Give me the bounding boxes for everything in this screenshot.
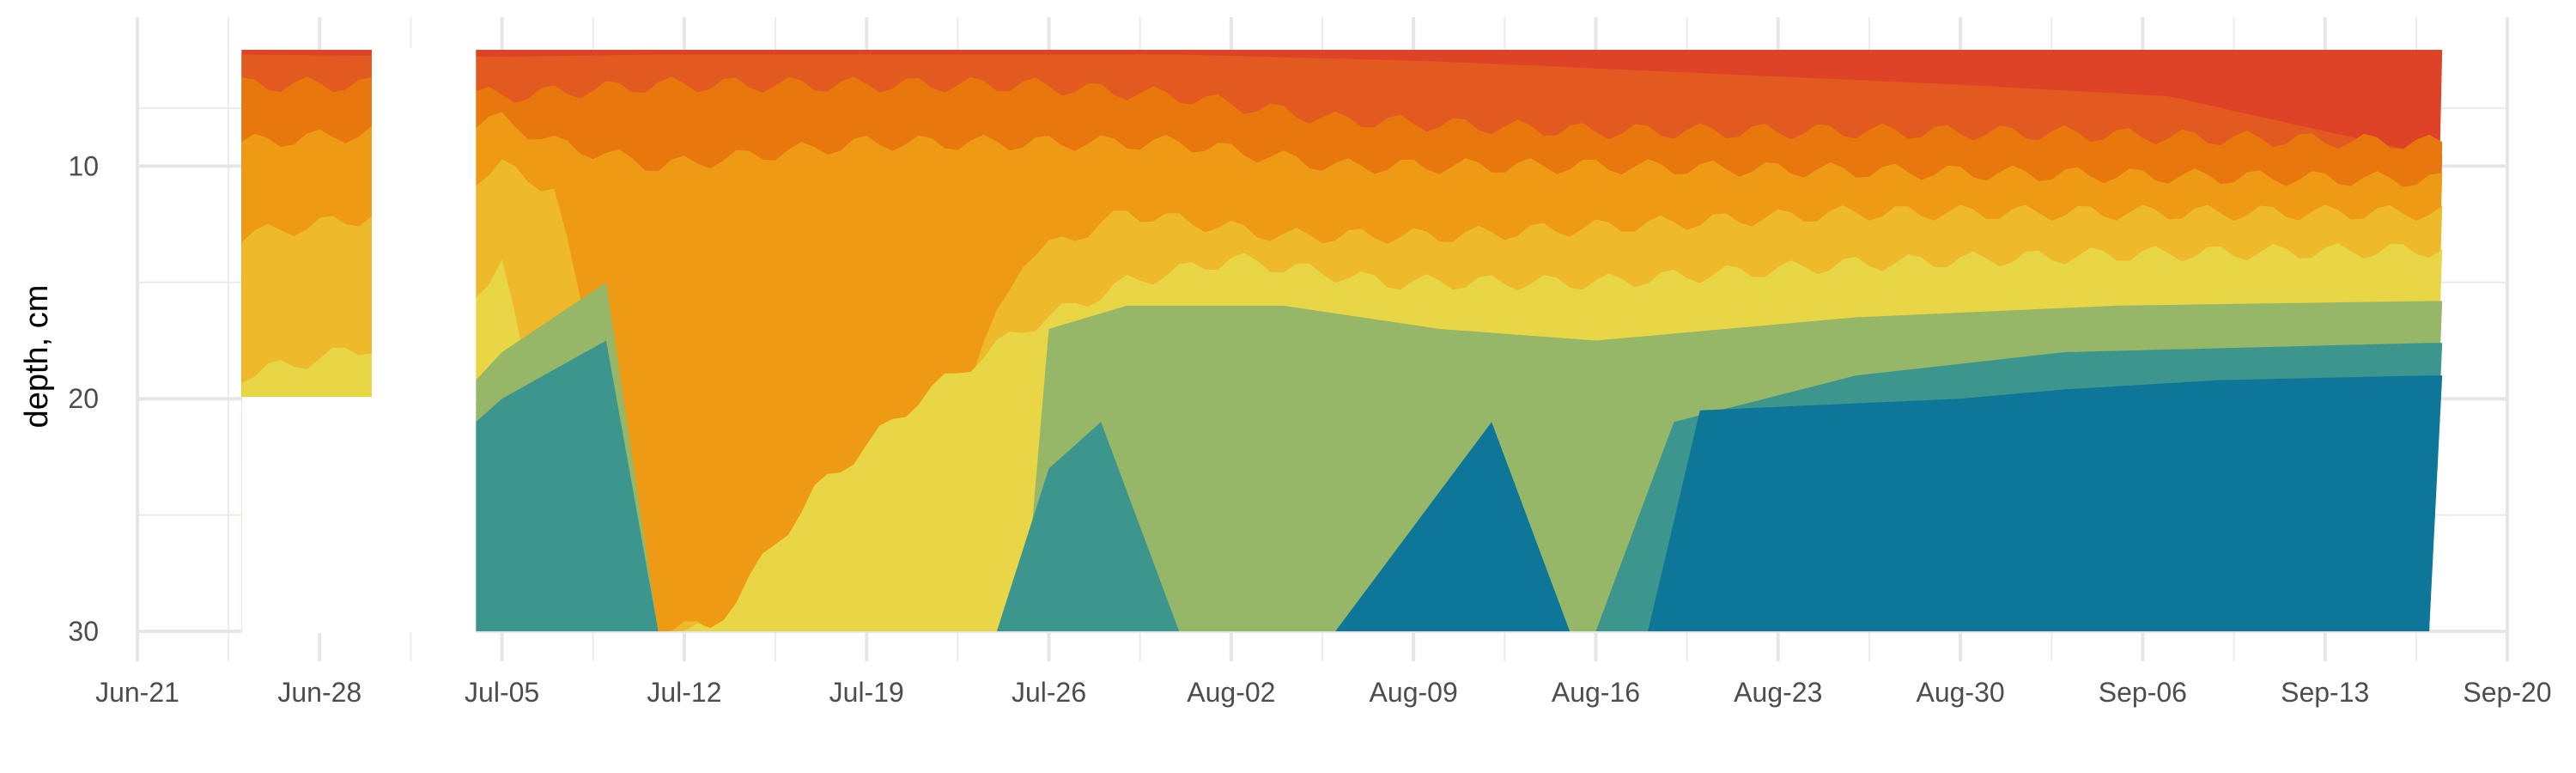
x-tick-label: Sep-13 (2281, 677, 2369, 708)
x-axis-ticks: Jun-21 Jun-28 Jul-05 Jul-12 Jul-19 Jul-26 Aug-… (95, 677, 2552, 708)
y-tick-label: 10 (68, 150, 99, 181)
data-gap (241, 397, 477, 633)
contour-bands (241, 50, 2443, 632)
x-tick-label: Aug-02 (1187, 677, 1275, 708)
x-tick-label: Aug-30 (1916, 677, 2004, 708)
x-tick-label: Aug-09 (1370, 677, 1458, 708)
x-tick-label: Jun-28 (277, 677, 361, 708)
contour-band-0 (241, 375, 2443, 631)
data-gap (371, 48, 477, 401)
y-axis-title: depth, cm (19, 285, 55, 429)
y-tick-label: 30 (68, 616, 99, 647)
y-tick-label: 20 (68, 383, 99, 414)
x-tick-label: Jul-26 (1012, 677, 1086, 708)
x-tick-label: Aug-23 (1734, 677, 1822, 708)
x-tick-label: Sep-20 (2463, 677, 2551, 708)
y-axis-ticks: 10 20 30 (68, 150, 99, 647)
data-gaps (241, 48, 477, 633)
x-tick-label: Sep-06 (2099, 677, 2187, 708)
x-tick-label: Jul-12 (647, 677, 721, 708)
x-tick-label: Jul-05 (465, 677, 539, 708)
x-tick-label: Jun-21 (95, 677, 179, 708)
x-tick-label: Jul-19 (829, 677, 904, 708)
x-tick-label: Aug-16 (1552, 677, 1640, 708)
